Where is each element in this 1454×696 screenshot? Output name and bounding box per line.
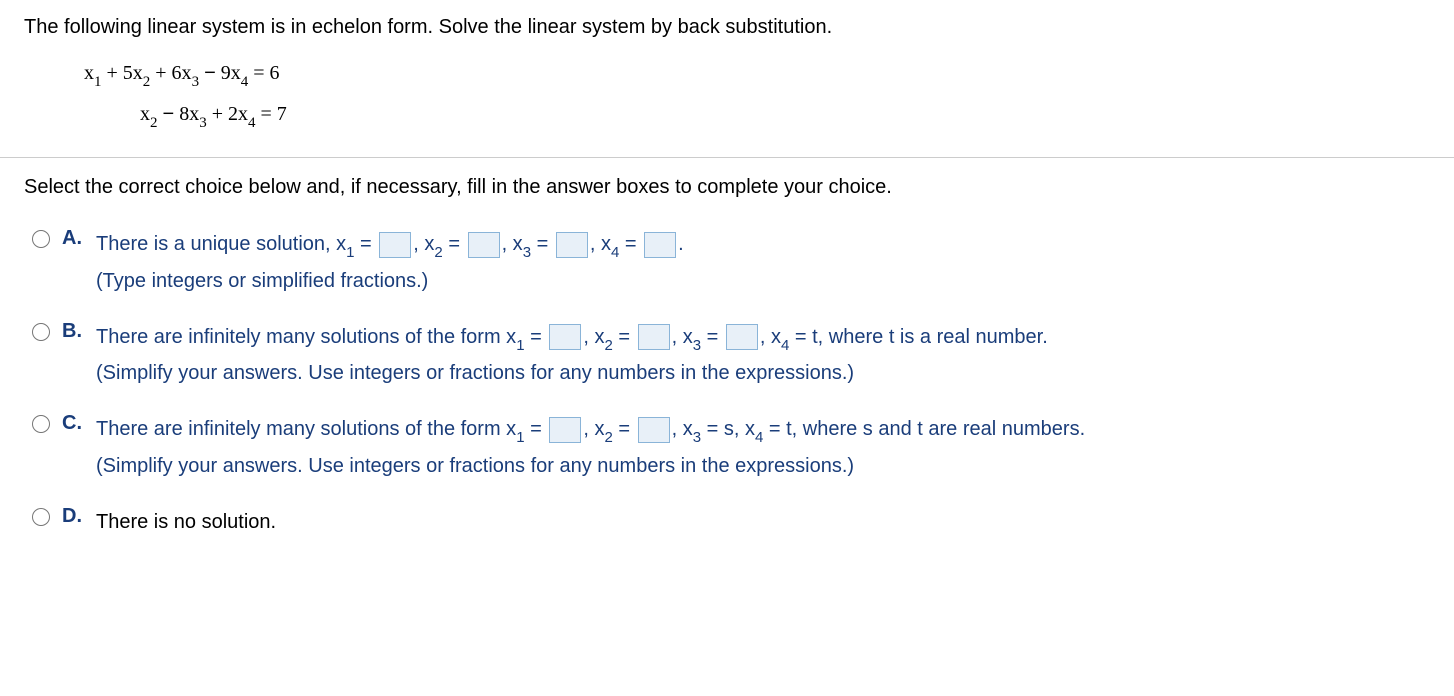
choice-c-t2: = bbox=[525, 418, 548, 440]
equation-1: x1 + 5x2 + 6x3 − 9x4 = 6 bbox=[84, 57, 1430, 92]
choice-c-row: C. There are infinitely many solutions o… bbox=[32, 412, 1430, 483]
choice-c-content: There are infinitely many solutions of t… bbox=[96, 412, 1085, 483]
input-c-x1[interactable] bbox=[549, 417, 581, 443]
radio-d[interactable] bbox=[32, 508, 50, 526]
choice-d-letter: D. bbox=[62, 505, 82, 528]
choice-a-line1: There is a unique solution, x1 = , x2 = … bbox=[96, 233, 684, 255]
choice-b-t5: , x bbox=[672, 326, 693, 348]
input-a-x1[interactable] bbox=[379, 232, 411, 258]
input-c-x2[interactable] bbox=[638, 417, 670, 443]
choice-a-letter: A. bbox=[62, 227, 82, 250]
choice-b-t6: = bbox=[701, 326, 724, 348]
choice-c-t3: , x bbox=[583, 418, 604, 440]
input-a-x4[interactable] bbox=[644, 232, 676, 258]
choice-b-t2: = bbox=[525, 326, 548, 348]
choice-a-t1: There is a unique solution, x bbox=[96, 233, 346, 255]
input-a-x2[interactable] bbox=[468, 232, 500, 258]
choice-a-hint: (Type integers or simplified fractions.) bbox=[96, 270, 428, 292]
input-a-x3[interactable] bbox=[556, 232, 588, 258]
radio-a[interactable] bbox=[32, 230, 50, 248]
choices-list: A. There is a unique solution, x1 = , x2… bbox=[32, 227, 1430, 539]
choice-a-row: A. There is a unique solution, x1 = , x2… bbox=[32, 227, 1430, 298]
choice-c-t7: = t, where s and t are real numbers. bbox=[763, 418, 1085, 440]
choice-d-content: There is no solution. bbox=[96, 505, 276, 539]
problem-statement: The following linear system is in echelo… bbox=[24, 16, 1430, 39]
choice-b-t7: , x bbox=[760, 326, 781, 348]
radio-c[interactable] bbox=[32, 415, 50, 433]
choice-b-t1: There are infinitely many solutions of t… bbox=[96, 326, 516, 348]
choice-b-content: There are infinitely many solutions of t… bbox=[96, 320, 1048, 391]
choice-c-line1: There are infinitely many solutions of t… bbox=[96, 418, 1085, 440]
choice-c-t1: There are infinitely many solutions of t… bbox=[96, 418, 516, 440]
choice-a-tend: . bbox=[678, 233, 684, 255]
choice-c-t6: = s, x bbox=[701, 418, 755, 440]
input-b-x1[interactable] bbox=[549, 324, 581, 350]
equations-block: x1 + 5x2 + 6x3 − 9x4 = 6 x2 − 8x3 + 2x4 … bbox=[84, 57, 1430, 133]
section-divider bbox=[0, 157, 1454, 158]
choice-a-t4: = bbox=[443, 233, 466, 255]
choice-a-t5: , x bbox=[502, 233, 523, 255]
choice-c-hint: (Simplify your answers. Use integers or … bbox=[96, 455, 854, 477]
choice-d-row: D. There is no solution. bbox=[32, 505, 1430, 539]
choice-a-content: There is a unique solution, x1 = , x2 = … bbox=[96, 227, 684, 298]
radio-b[interactable] bbox=[32, 323, 50, 341]
equation-2: x2 − 8x3 + 2x4 = 7 bbox=[84, 98, 1430, 133]
choice-b-t4: = bbox=[613, 326, 636, 348]
choice-b-letter: B. bbox=[62, 320, 82, 343]
input-b-x3[interactable] bbox=[726, 324, 758, 350]
choice-a-t6: = bbox=[531, 233, 554, 255]
instruction-text: Select the correct choice below and, if … bbox=[24, 176, 1430, 199]
choice-d-text: There is no solution. bbox=[96, 511, 276, 533]
choice-b-line1: There are infinitely many solutions of t… bbox=[96, 326, 1048, 348]
choice-a-t8: = bbox=[619, 233, 642, 255]
choice-c-t5: , x bbox=[672, 418, 693, 440]
choice-b-t8: = t, where t is a real number. bbox=[789, 326, 1047, 348]
choice-a-t7: , x bbox=[590, 233, 611, 255]
input-b-x2[interactable] bbox=[638, 324, 670, 350]
choice-a-t2: = bbox=[355, 233, 378, 255]
choice-b-hint: (Simplify your answers. Use integers or … bbox=[96, 362, 854, 384]
choice-c-letter: C. bbox=[62, 412, 82, 435]
choice-a-t3: , x bbox=[413, 233, 434, 255]
choice-b-t3: , x bbox=[583, 326, 604, 348]
choice-c-t4: = bbox=[613, 418, 636, 440]
choice-b-row: B. There are infinitely many solutions o… bbox=[32, 320, 1430, 391]
